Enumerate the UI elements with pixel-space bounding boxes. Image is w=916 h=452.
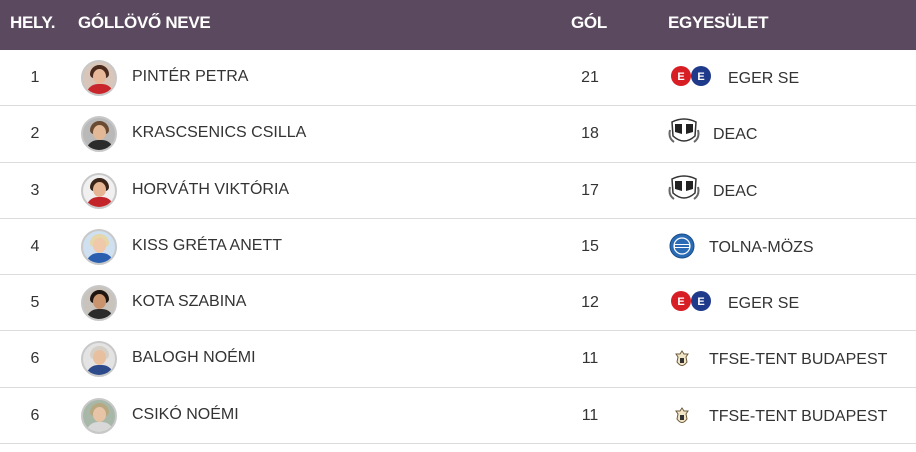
goals-cell: 11: [581, 350, 599, 368]
player-avatar: [81, 341, 117, 378]
club-name[interactable]: EGER SE: [728, 70, 800, 87]
player-name[interactable]: KISS GRÉTA ANETT: [132, 236, 282, 254]
table-row[interactable]: 6 BALOGH NOÉMI 11 TFSE-TENT BUDAPEST: [0, 331, 916, 388]
club-name[interactable]: TOLNA-MÖZS: [709, 238, 814, 256]
svg-text:E: E: [697, 296, 704, 308]
club-name[interactable]: EGER SE: [728, 295, 800, 313]
header-club: EGYESÜLET: [668, 13, 769, 32]
table-row[interactable]: 4 KISS GRÉTA ANETT 15 TOLNA-MÖZS: [0, 219, 916, 276]
player-name[interactable]: CSIKÓ NOÉMI: [132, 405, 239, 423]
table-row[interactable]: 5 KOTA SZABINA 12 E E EGER SE: [0, 275, 916, 332]
player-avatar: [81, 228, 117, 265]
rank-cell: 1: [30, 69, 40, 86]
table-header: HELY. GÓLLÖVŐ NEVE GÓL EGYESÜLET: [0, 0, 916, 50]
header-name: GÓLLÖVŐ NEVE: [78, 13, 211, 32]
rank-cell: 5: [30, 294, 40, 312]
goals-cell: 17: [581, 181, 599, 199]
tfse-logo-icon: [675, 406, 689, 423]
goals-cell: 21: [581, 69, 599, 86]
deac-logo-icon: [668, 174, 700, 200]
header-goals: GÓL: [571, 13, 607, 32]
player-avatar: [81, 60, 117, 96]
goals-cell: 11: [581, 406, 599, 424]
club-name[interactable]: TFSE-TENT BUDAPEST: [709, 407, 888, 425]
svg-text:E: E: [677, 71, 684, 83]
rank-cell: 4: [30, 237, 40, 255]
player-avatar: [81, 116, 117, 153]
goals-cell: 12: [581, 294, 599, 312]
table-row[interactable]: 6 CSIKÓ NOÉMI 11 TFSE-TENT BUDAPEST: [0, 388, 916, 445]
player-name[interactable]: KOTA SZABINA: [132, 293, 247, 311]
player-avatar: [81, 172, 117, 209]
tolna-mozs-logo-icon: [669, 233, 695, 259]
rank-cell: 6: [30, 350, 40, 368]
svg-text:E: E: [677, 296, 684, 308]
club-name[interactable]: DEAC: [713, 182, 758, 200]
tfse-logo-icon: [675, 350, 689, 367]
rank-cell: 6: [30, 406, 40, 424]
club-name[interactable]: TFSE-TENT BUDAPEST: [709, 351, 888, 369]
table-row[interactable]: 1 PINTÉR PETRA 21 E E EGER SE: [0, 50, 916, 107]
club-name[interactable]: DEAC: [713, 126, 758, 144]
table-row[interactable]: 3 HORVÁTH VIKTÓRIA 17 DEAC: [0, 163, 916, 219]
rank-cell: 2: [30, 125, 40, 143]
player-name[interactable]: BALOGH NOÉMI: [132, 349, 256, 367]
player-name[interactable]: HORVÁTH VIKTÓRIA: [132, 180, 290, 198]
table-row[interactable]: 2 KRASCSENICS CSILLA 18 DEAC: [0, 106, 916, 163]
deac-logo-icon: [668, 118, 700, 144]
goals-cell: 15: [581, 237, 599, 255]
eger-se-logo-icon: E E: [671, 66, 711, 86]
rank-cell: 3: [30, 181, 40, 199]
player-avatar: [81, 397, 117, 434]
goals-cell: 18: [581, 125, 599, 143]
player-name[interactable]: KRASCSENICS CSILLA: [132, 124, 307, 142]
player-name[interactable]: PINTÉR PETRA: [132, 68, 249, 85]
eger-se-logo-icon: E E: [671, 291, 711, 312]
header-rank: HELY.: [10, 13, 56, 32]
player-avatar: [81, 285, 117, 322]
svg-text:E: E: [697, 71, 704, 83]
